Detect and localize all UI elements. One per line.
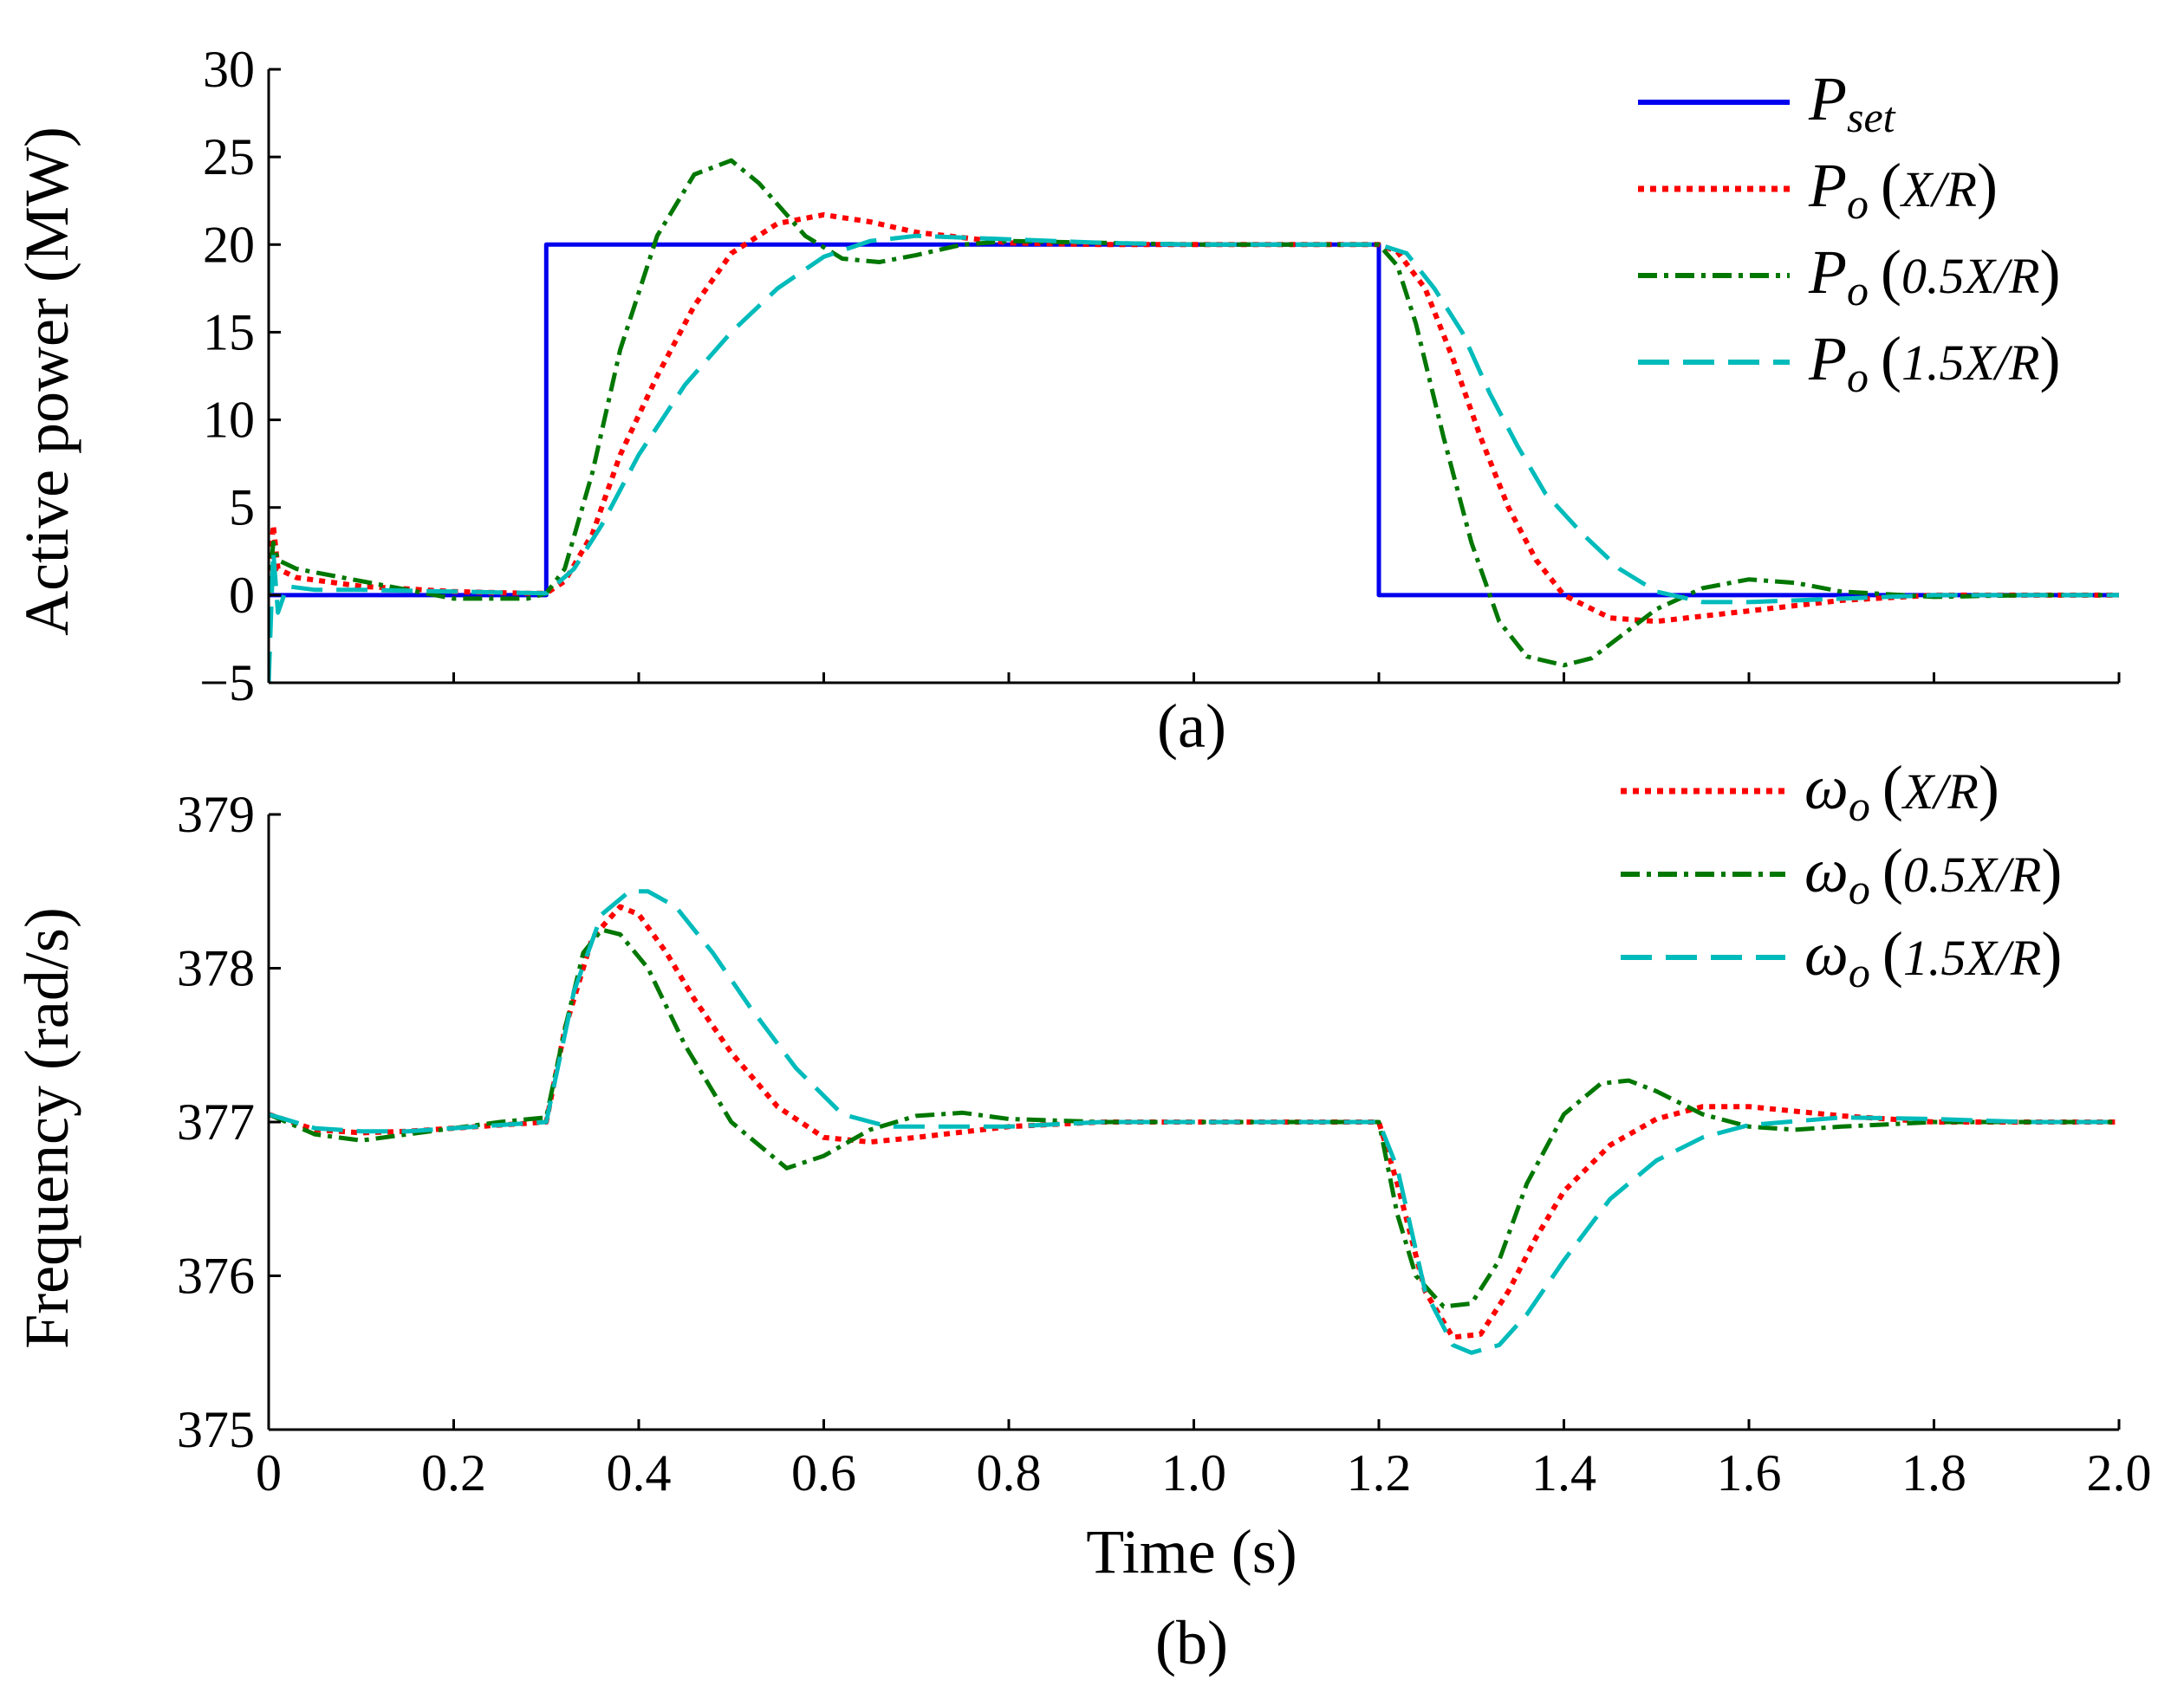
panel-b-legend: ωo (X/R)ωo (0.5X/R)ωo (1.5X/R) [1621, 753, 2062, 996]
legend-paren-close: ) [2039, 237, 2060, 307]
ytick-label-a: 15 [203, 303, 255, 360]
legend-symbol: P [1808, 237, 1847, 307]
legend-paren-open: ( [1881, 151, 1901, 220]
legend-symbol: P [1808, 151, 1847, 220]
ytick-label-a: 25 [203, 128, 255, 185]
panel-b-xlabel: Time (s) [1086, 1517, 1297, 1586]
legend-label-a-xr: Po (X/R) [1808, 151, 1998, 228]
ytick-label-a: 0 [229, 567, 255, 624]
ytick-label-b: 375 [177, 1401, 255, 1458]
legend-symbol: P [1808, 324, 1847, 393]
legend-subscript: o [1849, 948, 1870, 996]
panel-b-series [269, 889, 2119, 1355]
xtick-label-b: 2.0 [2087, 1444, 2152, 1502]
legend-paren-open: ( [1881, 324, 1901, 393]
legend-paren-close: ) [1977, 151, 1998, 220]
xtick-label-b: 0.6 [791, 1444, 856, 1502]
panel-b-ylabel: Frequency (rad/s) [12, 907, 81, 1349]
ytick-label-a: 20 [203, 216, 255, 273]
legend-symbol: ω [1804, 836, 1849, 905]
panel-a-ylabel: Active power (MW) [12, 126, 81, 636]
legend-arg: X/R [1901, 763, 1979, 820]
legend-symbol: P [1808, 64, 1847, 133]
panel-a-series [269, 158, 2119, 684]
legend-arg: 1.5X/R [1901, 334, 2039, 391]
legend-symbol: ω [1804, 753, 1849, 822]
ytick-label-a: −5 [199, 654, 255, 711]
xtick-label-b: 0.8 [977, 1444, 1042, 1502]
panel-b-label: (b) [1155, 1608, 1228, 1677]
panel-b-axes: 375 376 377 378 379 0 0.2 0.4 0.6 0.8 1.0 1.2 1.4 1.6… [177, 786, 2152, 1502]
legend-paren-open: ( [1882, 753, 1903, 822]
legend-paren-close: ) [2041, 836, 2062, 905]
legend-label-b-half: ωo (0.5X/R) [1804, 836, 2062, 913]
legend-subscript: o [1847, 353, 1869, 401]
legend-subscript: o [1849, 782, 1870, 830]
xtick-label-b: 1.6 [1717, 1444, 1782, 1502]
panel-a-label: (a) [1157, 691, 1226, 761]
legend-paren-close: ) [2041, 919, 2062, 989]
ytick-label-a: 30 [203, 41, 255, 98]
legend-arg: 0.5X/R [1903, 846, 2041, 903]
legend-label-a-onehalf: Po (1.5X/R) [1808, 324, 2060, 401]
series-b-onehalf [269, 889, 2119, 1355]
legend-arg: 1.5X/R [1903, 930, 2041, 986]
ytick-label-b: 378 [177, 940, 255, 997]
ytick-label-b: 376 [177, 1248, 255, 1305]
series-a-onehalf [269, 233, 2119, 684]
series-a-pset [269, 242, 2119, 598]
legend-paren-open: ( [1882, 919, 1903, 989]
legend-subscript: o [1847, 179, 1869, 228]
legend-paren-close: ) [2039, 324, 2060, 393]
ytick-label-a: 10 [203, 392, 255, 449]
ytick-label-b: 377 [177, 1093, 255, 1151]
legend-subscript: o [1849, 865, 1870, 913]
ytick-label-b: 379 [177, 786, 255, 843]
panel-b-frequency: 375 376 377 378 379 0 0.2 0.4 0.6 0.8 1.0 1.2 1.4 1.6… [12, 753, 2152, 1677]
xtick-label-b: 1.0 [1161, 1444, 1226, 1502]
xtick-label-b: 1.8 [1901, 1444, 1966, 1502]
legend-label-b-onehalf: ωo (1.5X/R) [1804, 919, 2062, 996]
legend-paren-close: ) [1979, 753, 1999, 822]
xtick-label-b: 0.4 [607, 1444, 672, 1502]
legend-symbol: ω [1804, 919, 1849, 989]
legend-arg: 0.5X/R [1901, 248, 2039, 304]
legend-label-a-half: Po (0.5X/R) [1808, 237, 2060, 315]
xtick-label-b: 1.2 [1347, 1444, 1412, 1502]
ytick-label-a: 5 [229, 479, 255, 536]
legend-label-b-xr: ωo (X/R) [1804, 753, 1999, 830]
xtick-label-b: 0 [256, 1444, 282, 1502]
legend-subscript: o [1847, 266, 1869, 315]
panel-a-axes: −5 0 5 10 15 20 25 30 [199, 41, 2121, 711]
legend-label-a-pset: Pset [1808, 64, 1896, 141]
xtick-label-b: 1.4 [1531, 1444, 1596, 1502]
xtick-label-b: 0.2 [421, 1444, 486, 1502]
legend-arg: X/R [1900, 161, 1977, 217]
legend-paren-open: ( [1882, 836, 1903, 905]
legend-subscript: set [1847, 93, 1896, 141]
legend-paren-open: ( [1881, 237, 1901, 307]
